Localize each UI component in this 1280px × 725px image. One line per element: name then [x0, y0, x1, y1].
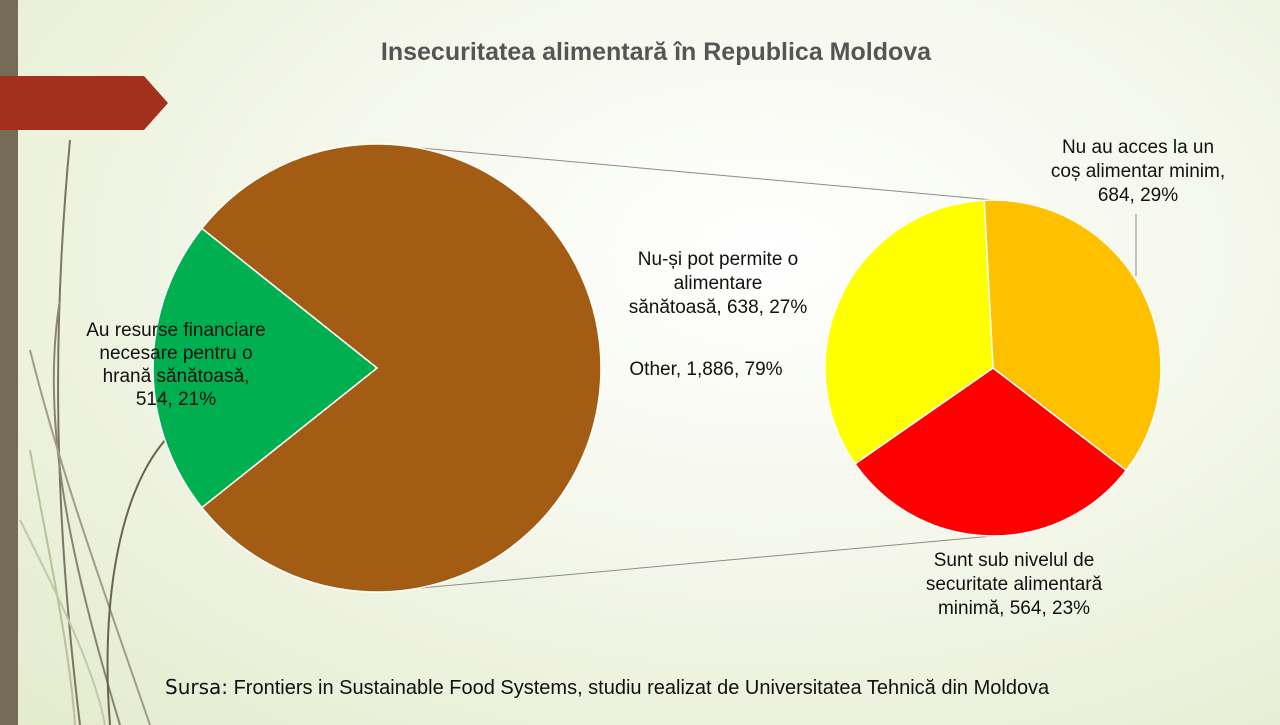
data-label-nu_pot_permite: Nu-și pot permite o alimentare sănătoasă, …: [629, 249, 808, 318]
slide-title: Insecuritatea alimentară în Republica Mo…: [380, 38, 932, 66]
source-text: Frontiers in Sustainable Food Systems, s…: [233, 677, 1050, 699]
left-accent-bar: [0, 0, 18, 725]
source-prefix: Sursa:: [165, 675, 229, 699]
data-label-resurse: Au resurse financiare necesare pentru o hr…: [86, 320, 266, 410]
data-label-other: Other, 1,886, 79%: [629, 359, 782, 380]
slice-resurse: [152, 227, 379, 509]
slice-nu-au-acces: [983, 199, 1162, 472]
slice-sub-nivel: [853, 367, 1128, 537]
slice-nu-pot-permite: [824, 199, 994, 465]
data-label-sub_nivel: Sunt sub nivelul de securitate alimentară…: [926, 550, 1103, 619]
slice-other: [200, 143, 602, 593]
connector-line-top: [376, 143, 994, 201]
connector-line-bottom: [376, 535, 994, 593]
source-note: Sursa: Frontiers in Sustainable Food Sys…: [165, 675, 1049, 700]
data-label-nu_au_acces: Nu au acces la un coș alimentar minim, 684…: [1051, 137, 1225, 206]
title-arrow-decoration: [0, 76, 168, 130]
